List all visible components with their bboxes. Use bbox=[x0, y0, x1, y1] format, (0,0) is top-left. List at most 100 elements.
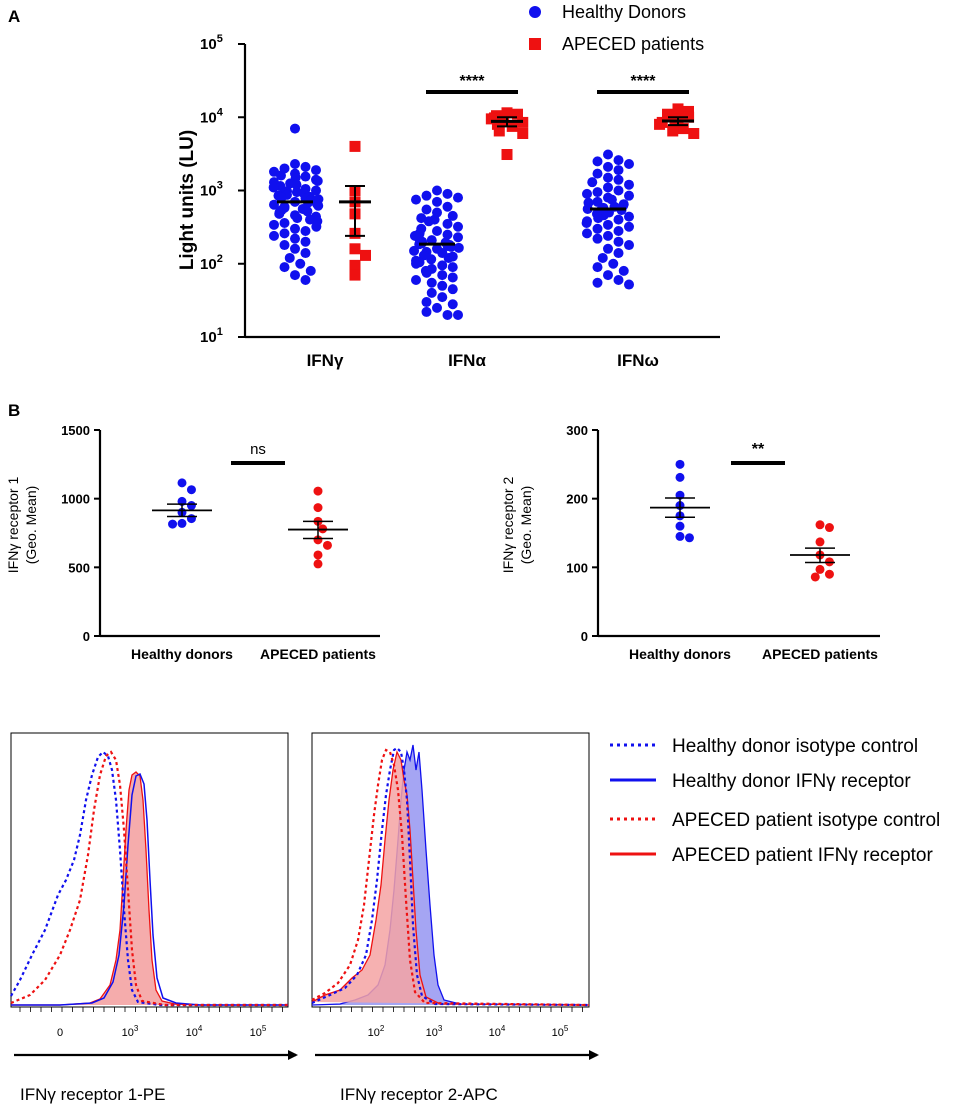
panel-a-y-tick-label-4: 105 bbox=[200, 33, 223, 53]
panel-a-healthy-donors-ifn-gamma-point-55 bbox=[290, 234, 300, 244]
flow2-x-tick-label-3: 105 bbox=[552, 1024, 569, 1039]
panel-a-healthy-donors-ifn-gamma-point-45 bbox=[292, 213, 302, 223]
legend-label-healthy-donors: Healthy Donors bbox=[562, 2, 686, 22]
panel-b2-healthy-donors-point-7 bbox=[685, 533, 694, 542]
panel-a-category-3: IFNω bbox=[617, 351, 659, 370]
panel-b1-healthy-donors-point-7 bbox=[168, 520, 177, 529]
panel-b1-y-tick-label-1: 500 bbox=[68, 560, 90, 575]
figure: A B Light units (LU) 101102103104105 IFN… bbox=[0, 0, 965, 1108]
panel-a-healthy-donors-ifn-omega-point-1 bbox=[614, 155, 624, 165]
flow1-x-tick-label-2: 104 bbox=[186, 1024, 203, 1039]
panel-a-healthy-donors-ifn-gamma-point-57 bbox=[280, 240, 290, 250]
panel-a-healthy-donors-ifn-omega-point-10 bbox=[624, 180, 634, 190]
panel-a-healthy-donors-ifn-alpha-point-49 bbox=[411, 275, 421, 285]
panel-b2-category-2: APECED patients bbox=[762, 646, 878, 662]
panel-a-healthy-donors-ifn-omega-point-13 bbox=[593, 187, 603, 197]
panel-a-healthy-donors-ifn-gamma-point-8 bbox=[301, 172, 311, 182]
panel-b2-y-tick-label-3: 300 bbox=[566, 423, 588, 438]
legend-label-healthy-receptor: Healthy donor IFNγ receptor bbox=[672, 771, 911, 792]
panel-a-healthy-donors-ifn-alpha-point-59 bbox=[443, 310, 453, 320]
flow2-x-label: IFNγ receptor 2-APC bbox=[340, 1085, 498, 1104]
panel-a-healthy-donors-ifn-alpha-point-5 bbox=[432, 197, 442, 207]
panel-a-healthy-donors-ifn-gamma-point-61 bbox=[295, 259, 305, 269]
panel-b2-healthy-donors-point-5 bbox=[676, 522, 685, 531]
panel-a-apeced-patients-ifn-gamma-point-7 bbox=[350, 260, 361, 271]
panel-a-healthy-donors-ifn-alpha-point-56 bbox=[448, 299, 458, 309]
panel-b2-y-label-unit: (Geo. Mean) bbox=[518, 486, 534, 565]
panel-a-healthy-donors-ifn-alpha-point-16 bbox=[432, 226, 442, 236]
panel-a-healthy-donors-ifn-gamma-point-60 bbox=[285, 253, 295, 263]
panel-b2-apeced-patients-point-7 bbox=[811, 572, 820, 581]
flow1-apeced-receptor-fill bbox=[11, 772, 288, 1005]
panel-b2-category-1: Healthy donors bbox=[629, 646, 731, 662]
panel-a-healthy-donors-ifn-gamma-point-63 bbox=[306, 266, 316, 276]
panel-a-healthy-donors-ifn-gamma-point-1 bbox=[290, 159, 300, 169]
panel-b2-healthy-donors-point-6 bbox=[676, 532, 685, 541]
panel-b1-significance-label: ns bbox=[250, 441, 266, 458]
panel-a-healthy-donors-ifn-alpha-point-42 bbox=[437, 260, 447, 270]
flow2-healthy-receptor-fill bbox=[312, 745, 589, 1005]
panel-label-b: B bbox=[8, 401, 20, 420]
panel-b1-apeced-patients-point-0 bbox=[314, 487, 323, 496]
panel-a-healthy-donors-ifn-alpha-point-47 bbox=[437, 270, 447, 280]
panel-a-healthy-donors-ifn-gamma-point-50 bbox=[311, 222, 321, 232]
panel-a-healthy-donors-ifn-omega-point-4 bbox=[603, 162, 613, 172]
panel-a-healthy-donors-ifn-omega-point-49 bbox=[619, 266, 629, 276]
panel-a-healthy-donors-ifn-omega-point-51 bbox=[614, 275, 624, 285]
panel-b1-y-label: IFNγ receptor 1 bbox=[5, 477, 21, 574]
panel-a-healthy-donors-ifn-omega-point-53 bbox=[624, 280, 634, 290]
panel-a-healthy-donors-ifn-alpha-point-60 bbox=[453, 310, 463, 320]
panel-a-legend: Healthy Donors APECED patients bbox=[529, 2, 704, 54]
panel-a-healthy-donors-ifn-omega-point-5 bbox=[614, 165, 624, 175]
flow-histogram-receptor1: 0 103 104 105 IFNγ receptor 1-PE bbox=[11, 733, 296, 1104]
panel-a-healthy-donors-ifn-alpha-point-0 bbox=[432, 186, 442, 196]
legend-marker-apeced-patients bbox=[529, 38, 541, 50]
panel-b-receptor2-chart: IFNγ receptor 2 (Geo. Mean) 0 100 200 300 He… bbox=[500, 423, 880, 662]
panel-b1-y-tick-label-0: 0 bbox=[83, 629, 90, 644]
panel-a-healthy-donors-ifn-omega-point-8 bbox=[614, 175, 624, 185]
flow-legend: Healthy donor isotype control Healthy do… bbox=[610, 736, 940, 866]
panel-a-chart: Light units (LU) 101 102 103 104 105 IFNγ IFN… bbox=[177, 2, 720, 370]
panel-b2-apeced-patients-point-1 bbox=[825, 523, 834, 532]
panel-a-healthy-donors-ifn-gamma-point-48 bbox=[280, 218, 290, 228]
panel-a-category-1: IFNγ bbox=[307, 351, 344, 370]
panel-a-y-tick-label-2: 103 bbox=[200, 180, 223, 200]
panel-a-healthy-donors-ifn-alpha-point-58 bbox=[422, 307, 432, 317]
panel-a-healthy-donors-ifn-omega-point-44 bbox=[603, 244, 613, 254]
panel-a-healthy-donors-ifn-omega-point-40 bbox=[603, 231, 613, 241]
panel-a-healthy-donors-ifn-omega-point-38 bbox=[614, 226, 624, 236]
panel-b1-healthy-donors-point-3 bbox=[187, 501, 196, 510]
panel-a-healthy-donors-ifn-omega-point-32 bbox=[614, 215, 624, 225]
panel-a-y-tick-label-0: 101 bbox=[200, 326, 223, 346]
panel-a-healthy-donors-ifn-alpha-point-20 bbox=[453, 232, 463, 242]
panel-a-healthy-donors-ifn-alpha-point-57 bbox=[432, 303, 442, 313]
panel-a-healthy-donors-ifn-alpha-point-3 bbox=[453, 193, 463, 203]
panel-a-healthy-donors-ifn-alpha-point-7 bbox=[422, 205, 432, 215]
panel-b2-y-tick-label-0: 0 bbox=[581, 629, 588, 644]
panel-a-healthy-donors-ifn-omega-point-15 bbox=[624, 191, 634, 201]
panel-a-healthy-donors-ifn-omega-point-34 bbox=[582, 218, 592, 228]
panel-a-healthy-donors-ifn-alpha-point-46 bbox=[422, 268, 432, 278]
legend-label-apeced-isotype: APECED patient isotype control bbox=[672, 810, 940, 831]
panel-a-healthy-donors-ifn-omega-point-47 bbox=[608, 259, 618, 269]
panel-b1-healthy-donors-point-5 bbox=[187, 514, 196, 523]
panel-b1-apeced-patients-point-6 bbox=[314, 550, 323, 559]
panel-a-healthy-donors-ifn-alpha-point-30 bbox=[454, 243, 464, 253]
panel-a-healthy-donors-ifn-omega-point-37 bbox=[593, 224, 603, 234]
flow1-x-label: IFNγ receptor 1-PE bbox=[20, 1085, 166, 1104]
panel-a-healthy-donors-ifn-gamma-point-2 bbox=[301, 162, 311, 172]
panel-a-significance-label-0: **** bbox=[460, 73, 486, 90]
panel-b2-healthy-donors-point-0 bbox=[676, 460, 685, 469]
panel-a-healthy-donors-ifn-omega-point-2 bbox=[593, 156, 603, 166]
panel-a-healthy-donors-ifn-omega-point-9 bbox=[587, 177, 597, 187]
panel-a-healthy-donors-ifn-alpha-point-51 bbox=[437, 281, 447, 291]
legend-label-apeced-receptor: APECED patient IFNγ receptor bbox=[672, 845, 933, 866]
panel-a-healthy-donors-ifn-alpha-point-50 bbox=[427, 278, 437, 288]
panel-a-y-tick-label-3: 104 bbox=[200, 106, 224, 126]
panel-a-healthy-donors-ifn-omega-point-7 bbox=[603, 173, 613, 183]
panel-a-apeced-patients-ifn-alpha-point-10 bbox=[517, 128, 528, 139]
flow2-x-tick-label-0: 102 bbox=[368, 1024, 385, 1039]
flow1-x-tick-label-0: 0 bbox=[57, 1027, 63, 1039]
panel-a-healthy-donors-ifn-gamma-point-42 bbox=[274, 209, 284, 219]
panel-a-healthy-donors-ifn-alpha-point-1 bbox=[443, 189, 453, 199]
